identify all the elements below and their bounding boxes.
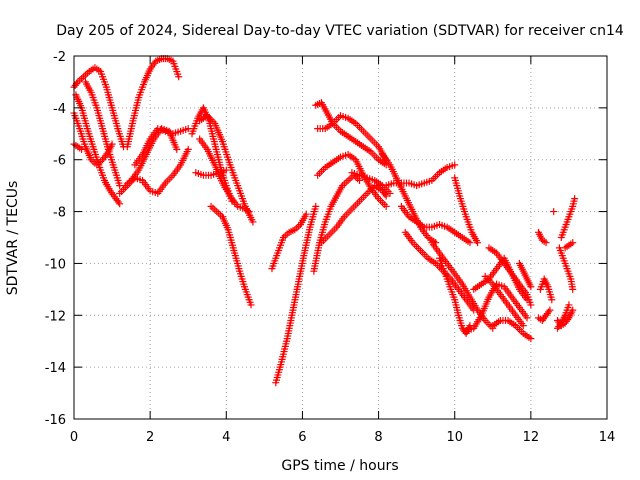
x-tick-label: 4 xyxy=(222,430,230,445)
data-point xyxy=(542,239,550,247)
grid-lines xyxy=(74,56,607,419)
x-tick-label: 6 xyxy=(298,430,306,445)
data-point xyxy=(451,161,459,169)
series-arc-21 xyxy=(317,182,390,247)
series-arc-9 xyxy=(116,145,192,197)
y-tick-label: -16 xyxy=(45,413,66,428)
data-point xyxy=(249,218,257,226)
x-axis-label: GPS time / hours xyxy=(281,458,398,474)
data-point xyxy=(548,296,556,304)
plot-frame xyxy=(73,55,608,420)
data-point xyxy=(173,145,181,153)
x-tick-label: 14 xyxy=(599,430,616,445)
series-arc-2 xyxy=(72,91,124,208)
series-arc-12 xyxy=(196,135,253,216)
series-arc-38 xyxy=(534,228,550,247)
y-axis-label: SDTVAR / TECUs xyxy=(5,181,21,296)
series-arc-37 xyxy=(534,306,554,324)
series-arc-23 xyxy=(378,151,440,247)
data-point xyxy=(571,195,579,203)
data-point xyxy=(527,335,535,343)
series-arc-42 xyxy=(557,195,579,241)
series-arc-44 xyxy=(554,301,573,332)
series-arc-15 xyxy=(272,202,320,387)
series-arc-30 xyxy=(462,280,531,335)
series-arc-7 xyxy=(123,55,183,151)
data-point xyxy=(184,145,192,153)
x-tick-label: 2 xyxy=(146,430,154,445)
y-tick-label: -2 xyxy=(53,50,66,65)
y-tick-label: -8 xyxy=(53,206,66,221)
y-tick-label: -6 xyxy=(53,154,66,169)
chart-title: Day 205 of 2024, Sidereal Day-to-day VTE… xyxy=(56,23,624,39)
series-arc-1 xyxy=(70,64,127,151)
y-tick-label: -10 xyxy=(45,257,66,272)
data-point xyxy=(569,285,577,293)
data-points xyxy=(70,55,579,387)
data-point xyxy=(78,145,86,153)
series-arc-29 xyxy=(451,174,482,247)
data-point xyxy=(302,210,310,218)
data-point xyxy=(116,200,124,208)
data-point xyxy=(565,301,573,309)
data-point xyxy=(523,314,531,322)
y-tick-label: -4 xyxy=(53,102,66,117)
series-arc-13 xyxy=(207,202,255,309)
data-point xyxy=(527,301,535,309)
data-point xyxy=(556,321,564,329)
data-point xyxy=(382,192,390,200)
series-arc-20 xyxy=(314,112,390,164)
data-point xyxy=(474,239,482,247)
data-point xyxy=(550,208,558,216)
y-tick-label: -12 xyxy=(45,309,66,324)
series-arc-24 xyxy=(382,161,459,190)
data-point xyxy=(466,239,474,247)
x-tick-label: 8 xyxy=(374,430,382,445)
series-arc-32 xyxy=(481,272,527,330)
x-tick-label: 10 xyxy=(446,430,463,445)
series-arc-34 xyxy=(485,244,535,309)
series-arc-43 xyxy=(561,239,577,252)
series-arc-33 xyxy=(489,316,535,343)
x-tick-labels: 0 2 4 6 8 10 12 14 xyxy=(70,430,615,445)
data-point xyxy=(386,189,394,197)
series-arc-39 xyxy=(550,208,558,216)
series-arc-16 xyxy=(268,210,310,273)
series-arc-14 xyxy=(196,112,257,226)
data-point xyxy=(527,283,535,291)
data-point xyxy=(114,198,122,206)
y-tick-labels: -2 -4 -6 -8 -10 -12 -14 -16 xyxy=(45,50,66,428)
data-point xyxy=(382,202,390,210)
data-point xyxy=(519,322,527,330)
y-tick-label: -14 xyxy=(45,361,66,376)
data-point xyxy=(546,306,554,314)
data-point xyxy=(545,308,553,316)
series-arc-35 xyxy=(515,259,535,291)
x-tick-label: 12 xyxy=(523,430,540,445)
series-arc-25 xyxy=(397,202,474,247)
series-arc-36 xyxy=(536,275,556,304)
data-point xyxy=(247,301,255,309)
series-arc-22 xyxy=(348,169,394,197)
series-arc-41 xyxy=(555,244,577,293)
data-point xyxy=(312,202,320,210)
axis-ticks xyxy=(73,55,608,420)
series-arc-3 xyxy=(70,109,116,169)
x-tick-label: 0 xyxy=(70,430,78,445)
data-point xyxy=(569,239,577,247)
series-arc-5 xyxy=(81,78,124,190)
series-arc-8 xyxy=(131,125,192,169)
data-point xyxy=(175,73,183,81)
